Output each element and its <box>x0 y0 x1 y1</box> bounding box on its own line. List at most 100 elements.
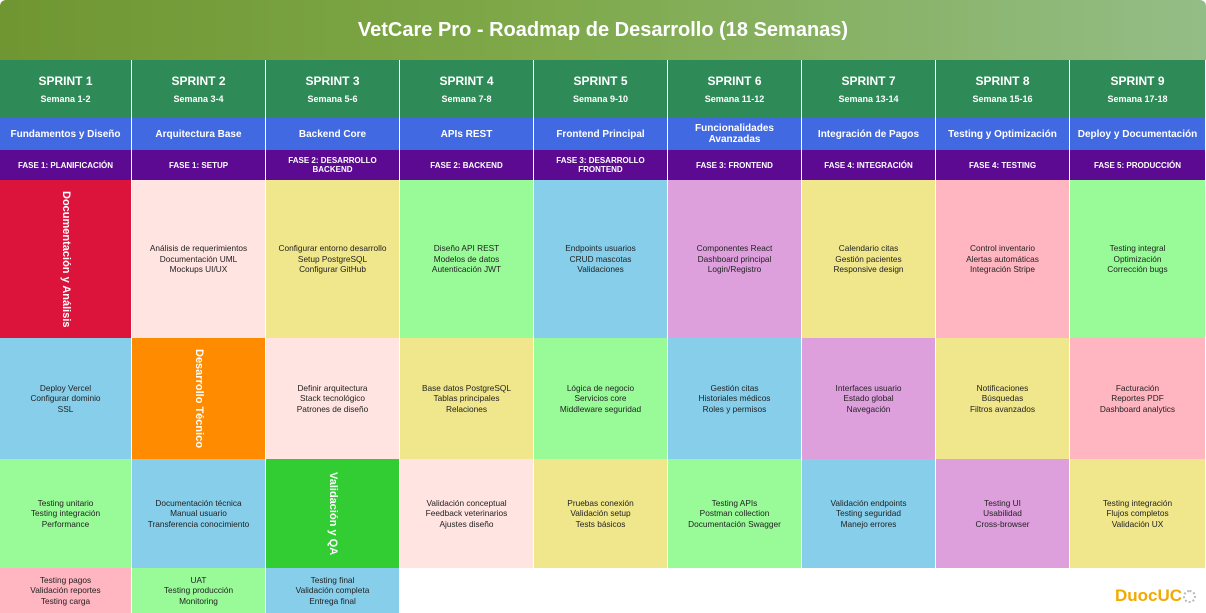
phase-label: FASE 1: PLANIFICACIÓN <box>0 150 132 180</box>
task-item: Base datos PostgreSQL <box>421 382 511 393</box>
task-item: Lógica de negocio <box>566 382 635 393</box>
task-item: Manual usuario <box>170 508 227 519</box>
task-item: Relaciones <box>445 403 488 414</box>
category-cell: Validación y QA <box>266 459 400 568</box>
logo-seal-icon <box>1183 589 1196 603</box>
task-item: Optimización <box>1113 253 1162 264</box>
task-item: Gestión citas <box>710 382 759 393</box>
sprint-weeks: Semana 11-12 <box>704 94 765 104</box>
sprint-weeks: Semana 9-10 <box>572 94 629 104</box>
task-item: Deploy Vercel <box>39 382 92 393</box>
task-item: Diseño API REST <box>433 243 500 254</box>
sprint-topic: Arquitectura Base <box>132 118 266 150</box>
task-item: Validación conceptual <box>426 497 507 508</box>
task-item: UAT <box>190 574 207 585</box>
task-cell: Lógica de negocio Servicios core Middlewar… <box>534 338 668 459</box>
task-item: Filtros avanzados <box>969 403 1036 414</box>
task-item: Feedback veterinarios <box>425 508 508 519</box>
task-item: Testing seguridad <box>835 508 902 519</box>
sprint-weeks: Semana 3-4 <box>173 94 224 104</box>
task-cell: Testing APIs Postman collection Documentac… <box>668 459 802 568</box>
sprint-weeks: Semana 1-2 <box>40 94 91 104</box>
task-item: Mockups UI/UX <box>169 264 228 275</box>
sprint-weeks: Semana 15-16 <box>972 94 1033 104</box>
task-item: Notificaciones <box>976 382 1029 393</box>
sprint-name: SPRINT 9 <box>1110 74 1165 88</box>
task-cell: Deploy Vercel Configurar dominio SSL <box>0 338 132 459</box>
sprint-topic: APIs REST <box>400 118 534 150</box>
sprint-name: SPRINT 6 <box>707 74 762 88</box>
task-cell: Componentes React Dashboard principal Logi… <box>668 180 802 338</box>
task-item: Testing carga <box>40 595 91 606</box>
task-item: Cross-browser <box>975 518 1030 529</box>
task-cell: Análisis de requerimientos Documentación … <box>132 180 266 338</box>
sprint-header: SPRINT 7 Semana 13-14 <box>802 60 936 118</box>
task-cell: Facturación Reportes PDF Dashboard analyti… <box>1070 338 1206 459</box>
task-item: Entrega final <box>309 595 356 606</box>
category-label: Desarrollo Técnico <box>192 348 205 449</box>
sprint-name: SPRINT 8 <box>975 74 1030 88</box>
task-item: Testing integración <box>30 508 101 519</box>
sprint-topic: Funcionalidades Avanzadas <box>668 118 802 150</box>
task-cell: Control inventario Alertas automáticas Int… <box>936 180 1070 338</box>
task-item: Testing integración <box>1102 497 1173 508</box>
task-item: Gestión pacientes <box>835 253 902 264</box>
task-item: Ajustes diseño <box>439 518 494 529</box>
task-item: Validación completa <box>295 585 370 596</box>
task-item: Calendario citas <box>838 243 899 254</box>
task-item: Análisis de requerimientos <box>149 243 248 254</box>
task-item: Interfaces usuario <box>835 382 902 393</box>
sprint-name: SPRINT 7 <box>841 74 896 88</box>
task-item: Reportes PDF <box>1111 393 1164 404</box>
task-item: Tests básicos <box>575 518 626 529</box>
task-item: Testing unitario <box>37 497 94 508</box>
phase-label: FASE 4: INTEGRACIÓN <box>802 150 936 180</box>
task-cell: Testing final Validación completa Entrega … <box>266 568 400 613</box>
task-item: Documentación Swagger <box>688 518 781 529</box>
task-item: Facturación <box>1115 382 1160 393</box>
sprint-topic: Deploy y Documentación <box>1070 118 1206 150</box>
task-cell: Testing pagos Validación reportes Testing … <box>0 568 132 613</box>
sprint-header: SPRINT 2 Semana 3-4 <box>132 60 266 118</box>
task-cell: Notificaciones Búsquedas Filtros avanzados <box>936 338 1070 459</box>
task-item: Tablas principales <box>433 393 500 404</box>
task-cell: Interfaces usuario Estado global Navegació… <box>802 338 936 459</box>
task-cell: Testing UI Usabilidad Cross-browser <box>936 459 1070 568</box>
task-item: Servicios core <box>574 393 627 404</box>
task-item: Componentes React <box>696 243 773 254</box>
task-item: Integración Stripe <box>969 264 1036 275</box>
sprint-header: SPRINT 6 Semana 11-12 <box>668 60 802 118</box>
task-item: Usabilidad <box>983 508 1022 519</box>
task-cell: Calendario citas Gestión pacientes Respons… <box>802 180 936 338</box>
phase-row: FASE 1: PLANIFICACIÓN FASE 1: SETUP FASE 2… <box>0 150 1206 180</box>
roadmap-title: VetCare Pro - Roadmap de Desarrollo (18 … <box>0 0 1206 60</box>
task-cell: Validación conceptual Feedback veterinari… <box>400 459 534 568</box>
task-item: Testing integral <box>1109 243 1166 254</box>
phase-label: FASE 2: BACKEND <box>400 150 534 180</box>
task-cell: Testing unitario Testing integración Perfo… <box>0 459 132 568</box>
sprint-topic: Backend Core <box>266 118 400 150</box>
sprint-topic: Integración de Pagos <box>802 118 936 150</box>
sprint-topic: Testing y Optimización <box>936 118 1070 150</box>
sprint-weeks: Semana 17-18 <box>1107 94 1168 104</box>
task-item: Dashboard principal <box>697 253 772 264</box>
task-item: Modelos de datos <box>433 253 500 264</box>
task-item: Transferencia conocimiento <box>147 518 250 529</box>
task-item: CRUD mascotas <box>569 253 632 264</box>
task-row-3: Testing unitario Testing integración Perfo… <box>0 459 1206 568</box>
category-label: Validación y QA <box>326 471 339 556</box>
task-item: Autenticación JWT <box>431 264 502 275</box>
task-item: Validación reportes <box>30 585 101 596</box>
task-item: Login/Registro <box>707 264 762 275</box>
task-item: Testing final <box>310 574 355 585</box>
sprint-header: SPRINT 3 Semana 5-6 <box>266 60 400 118</box>
task-cell: Documentación técnica Manual usuario Trans… <box>132 459 266 568</box>
task-item: Validación setup <box>570 508 631 519</box>
task-cell: Configurar entorno desarrollo Setup Postg… <box>266 180 400 338</box>
task-item: Navegación <box>846 403 891 414</box>
task-item: Alertas automáticas <box>966 253 1039 264</box>
category-cell: Desarrollo Técnico <box>132 338 266 459</box>
task-item: Testing APIs <box>711 497 758 508</box>
task-item: Historiales médicos <box>698 393 771 404</box>
sprint-topic-row: Fundamentos y Diseño Arquitectura Base Bac… <box>0 118 1206 150</box>
